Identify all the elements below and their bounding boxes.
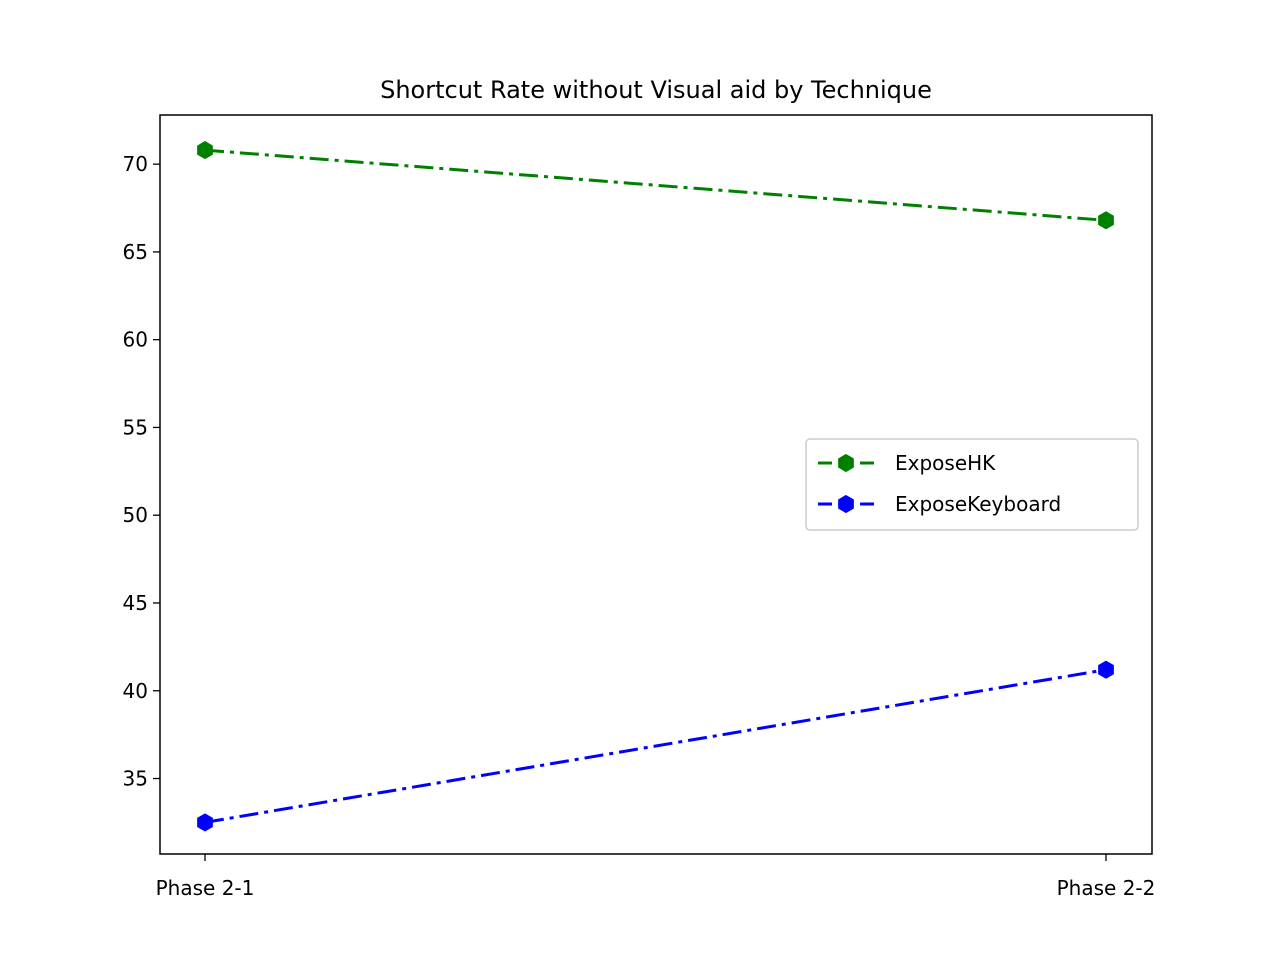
data-point bbox=[1098, 211, 1114, 230]
y-tick-label: 60 bbox=[123, 328, 148, 352]
y-tick-label: 70 bbox=[123, 152, 148, 176]
legend-box bbox=[805, 438, 1139, 531]
legend-entry: ExposeHK bbox=[818, 451, 996, 475]
series-line bbox=[204, 668, 1107, 824]
chart-title: Shortcut Rate without Visual aid by Tech… bbox=[380, 76, 932, 104]
x-axis: Phase 2-1 Phase 2-2 bbox=[156, 854, 1156, 900]
plot-area bbox=[159, 114, 1153, 855]
x-tick-label: Phase 2-1 bbox=[156, 876, 255, 900]
data-point bbox=[1098, 660, 1114, 679]
series-exposehk bbox=[197, 141, 1114, 230]
y-tick-label: 40 bbox=[123, 679, 148, 703]
y-tick-label: 45 bbox=[123, 591, 148, 615]
legend-entry: ExposeKeyboard bbox=[818, 492, 1061, 516]
series-exposekeyboard bbox=[197, 660, 1114, 832]
y-tick-label: 65 bbox=[123, 240, 148, 264]
legend: ExposeHK ExposeKeyboard bbox=[805, 438, 1139, 531]
series-group bbox=[197, 141, 1114, 832]
y-axis: 35 40 45 50 55 60 65 70 bbox=[123, 152, 160, 791]
y-tick-label: 35 bbox=[123, 767, 148, 791]
series-line bbox=[204, 148, 1107, 222]
y-tick-label: 55 bbox=[123, 415, 148, 439]
legend-label: ExposeKeyboard bbox=[895, 492, 1061, 516]
legend-marker bbox=[838, 453, 854, 473]
data-point bbox=[197, 141, 213, 160]
legend-label: ExposeHK bbox=[895, 451, 996, 475]
data-point bbox=[197, 813, 213, 832]
y-tick-label: 50 bbox=[123, 503, 148, 527]
legend-marker bbox=[838, 494, 854, 514]
plot-frame bbox=[159, 114, 1153, 855]
x-tick-label: Phase 2-2 bbox=[1057, 876, 1156, 900]
